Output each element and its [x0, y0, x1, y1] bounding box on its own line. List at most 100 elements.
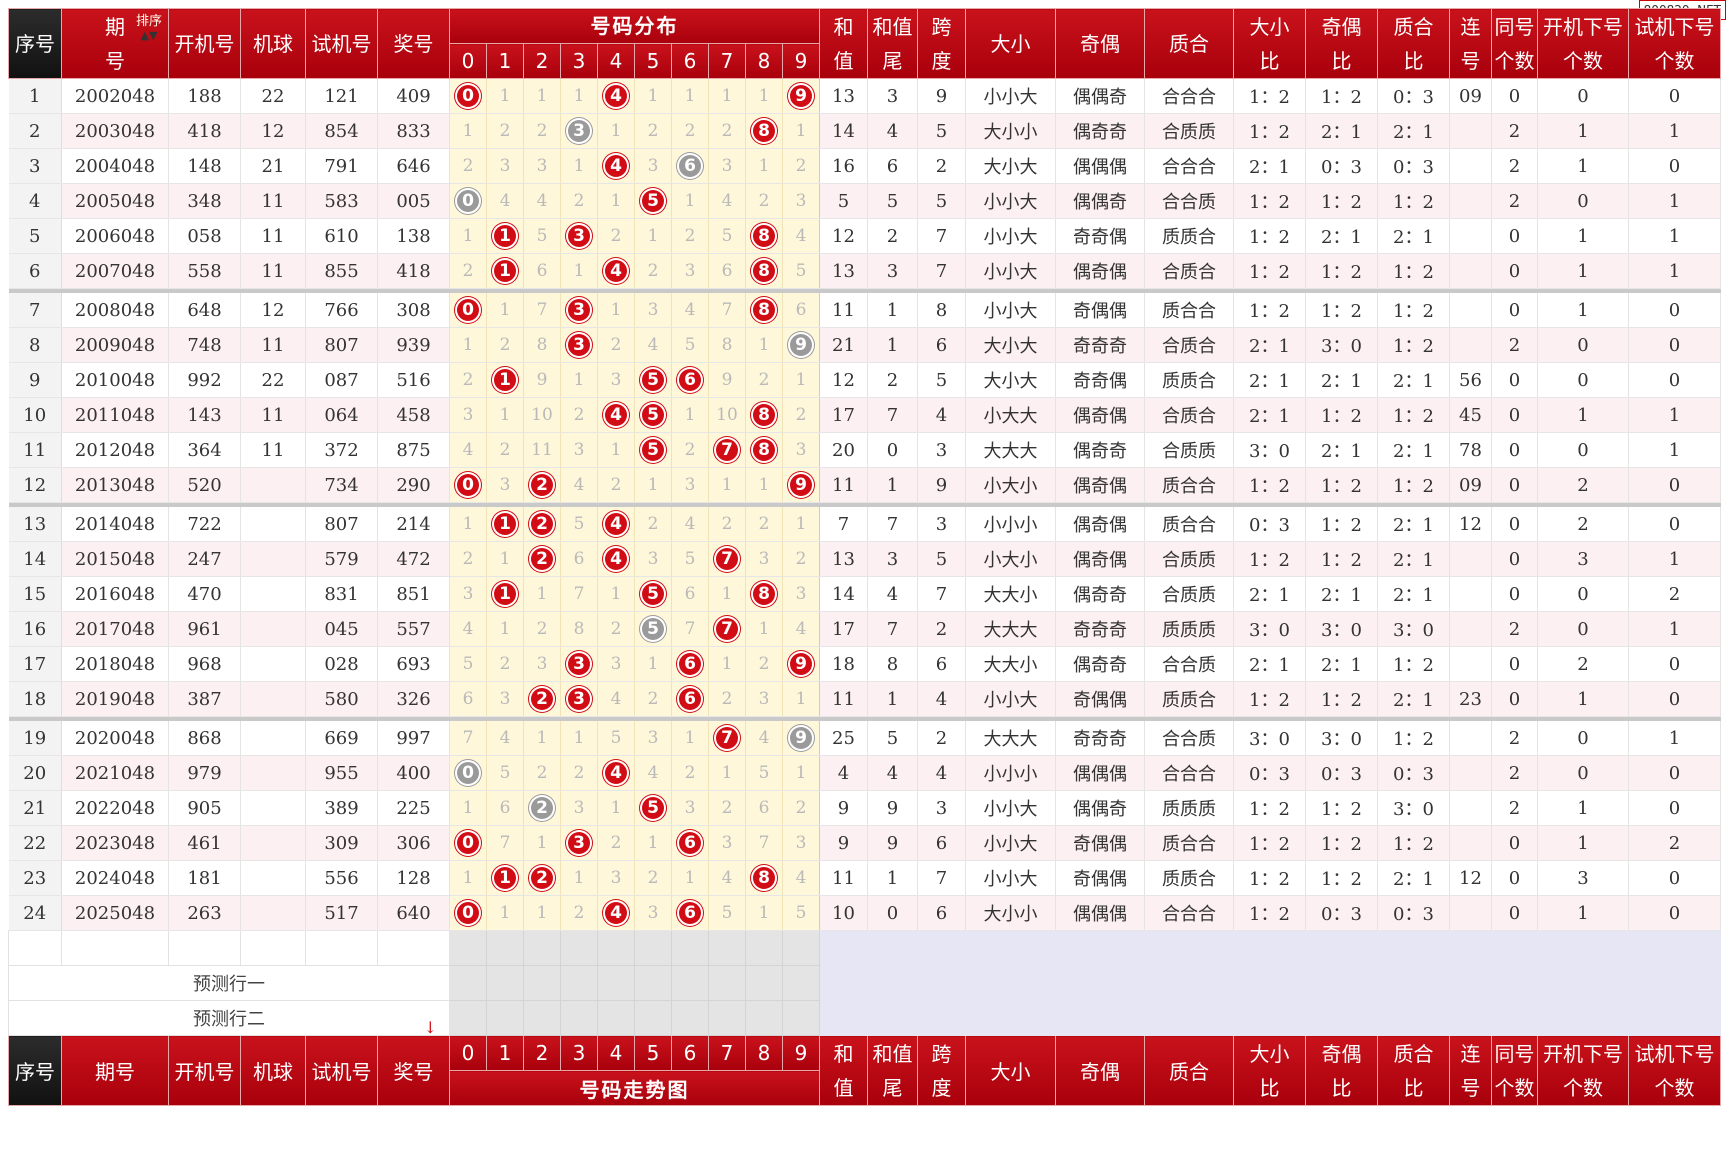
predict-digit-cell[interactable] — [671, 965, 709, 1001]
table-row[interactable]: 15 2016048 470 831 851 3 1 1 7 1 5 6 1 8 3 14 4 7 大大小 偶奇奇 合质… — [8, 576, 1721, 612]
predict-digit-cell[interactable] — [745, 965, 783, 1001]
sort-toggle[interactable]: 排序 ▲▼ — [136, 15, 162, 43]
row-consecutive: 45 — [1449, 397, 1492, 433]
row-test-down-count: 0 — [1628, 362, 1721, 398]
winning-number-ball: 2 — [529, 511, 555, 537]
header-digit-1: 1 — [486, 43, 524, 79]
predict-digit-cell[interactable] — [745, 930, 783, 966]
predict-digit-cell[interactable] — [782, 1000, 820, 1036]
table-row[interactable]: 14 2015048 247 579 472 2 1 2 6 4 3 5 7 3 2 13 3 5 小大小 偶奇偶 合质… — [8, 541, 1721, 577]
dist-cell-4: 4 — [597, 755, 635, 791]
predict-digit-cell[interactable] — [523, 1000, 561, 1036]
predict-digit-cell[interactable] — [671, 1000, 709, 1036]
predict-digit-cell[interactable] — [486, 930, 524, 966]
col-primeratio-header: 质合比 — [1377, 8, 1450, 79]
table-row[interactable]: 1 2002048 188 22 121 409 0 1 1 1 4 1 1 1 1 9 13 3 9 小小大 偶偶奇合… — [8, 78, 1721, 114]
dist-cell-1: 2 — [486, 113, 524, 149]
predict-digit-cell[interactable] — [449, 930, 487, 966]
predict-digit-cell[interactable] — [560, 930, 598, 966]
row-test-down-count: 1 — [1628, 253, 1721, 289]
predict-digit-cell[interactable] — [486, 1000, 524, 1036]
col-period-header[interactable]: 期 号 排序 ▲▼ — [61, 8, 169, 79]
row-open-number: 648 — [168, 293, 241, 328]
table-row[interactable]: 18 2019048 387 580 326 6 3 2 3 4 2 6 2 3 1 11 1 4 小小大 奇偶偶 质质… — [8, 681, 1721, 717]
row-size: 大小大 — [965, 362, 1056, 398]
dist-cell-6: 6 — [671, 895, 709, 931]
opendown-label-b: 个数 — [1563, 1075, 1603, 1100]
row-open-down-count: 1 — [1537, 397, 1629, 433]
footer-testdown-header: 试机下号 个数 — [1628, 1035, 1721, 1106]
predict-digit-cell[interactable] — [597, 965, 635, 1001]
row-consecutive: 09 — [1449, 467, 1492, 503]
predict-digit-cell[interactable] — [523, 965, 561, 1001]
dist-cell-0: 3 — [449, 576, 487, 612]
row-odd-even: 奇偶偶 — [1055, 860, 1145, 896]
table-row[interactable]: 11 2012048 364 11 372 875 4 2 11 3 1 5 2 7 8 3 20 0 3 大大大 偶奇… — [8, 432, 1721, 468]
winning-number-ball: 5 — [640, 188, 666, 214]
row-machine-ball: 11 — [240, 432, 306, 468]
predict-digit-cell[interactable] — [449, 965, 487, 1001]
table-row[interactable]: 23 2024048 181 556 128 1 1 2 1 3 2 1 4 8 4 11 1 7 小小大 奇偶偶 质质… — [8, 860, 1721, 896]
table-row[interactable]: 22 2023048 461 309 306 0 7 1 3 2 1 6 3 7 3 9 9 6 小小大 奇偶偶 质合合… — [8, 825, 1721, 861]
row-consecutive — [1449, 721, 1492, 756]
dist-cell-8: 1 — [745, 467, 783, 503]
row-prime-ratio: 1：2 — [1377, 293, 1450, 328]
table-row[interactable]: 13 2014048 722 807 214 1 1 2 5 4 2 4 2 2 1 7 7 3 小小小 偶奇偶 质合合… — [8, 507, 1721, 542]
predict-digit-cell[interactable] — [560, 1000, 598, 1036]
table-row[interactable]: 16 2017048 961 045 557 4 1 2 8 2 5 7 7 1 4 17 7 2 大大大 奇奇奇 质质… — [8, 611, 1721, 647]
row-same-count: 2 — [1491, 790, 1538, 826]
table-row[interactable]: 9 2010048 992 22 087 516 2 1 9 1 3 5 6 9 2 1 12 2 5 大小大 奇奇偶质… — [8, 362, 1721, 398]
table-row[interactable]: 24 2025048 263 517 640 0 1 1 2 4 3 6 5 1 5 10 0 6 大小小 偶偶偶 合合… — [8, 895, 1721, 931]
predict-digit-cell[interactable] — [671, 930, 709, 966]
row-test-down-count: 2 — [1628, 576, 1721, 612]
predict-digit-cell[interactable] — [597, 930, 635, 966]
table-row[interactable]: 7 2008048 648 12 766 308 0 1 7 3 1 3 4 7 8 6 11 1 8 小小大 奇偶偶质… — [8, 293, 1721, 328]
row-open-number: 418 — [168, 113, 241, 149]
predict-digit-cell[interactable] — [449, 1000, 487, 1036]
row-period: 2023048 — [61, 825, 169, 861]
table-row[interactable]: 3 2004048 148 21 791 646 2 3 3 1 4 3 6 3 1 2 16 6 2 大小大 偶偶偶合… — [8, 148, 1721, 184]
row-sum-tail: 3 — [867, 541, 918, 577]
table-row[interactable]: 10 2011048 143 11 064 458 3 1 10 2 4 5 1 10 8 2 17 7 4 小大大偶… — [8, 397, 1721, 433]
repeat-number-ball: 2 — [529, 795, 555, 821]
row-sum: 17 — [819, 397, 868, 433]
row-test-down-count: 1 — [1628, 611, 1721, 647]
winning-number-ball: 9 — [788, 472, 814, 498]
predict-digit-cell[interactable] — [745, 1000, 783, 1036]
table-row[interactable]: 4 2005048 348 11 583 005 0 4 4 2 1 5 1 4 2 3 5 5 5 小小大 偶偶奇 合合… — [8, 183, 1721, 219]
table-row[interactable]: 8 2009048 748 11 807 939 1 2 8 3 2 4 5 8 1 9 21 1 6 大小大 奇奇奇合… — [8, 327, 1721, 363]
dist-cell-8: 1 — [745, 327, 783, 363]
predict-digit-cell[interactable] — [634, 930, 672, 966]
table-row[interactable]: 17 2018048 968 028 693 5 2 3 3 3 1 6 1 2 9 18 8 6 大大小 偶奇奇 合合… — [8, 646, 1721, 682]
footer-oddeven-header: 奇偶 — [1055, 1035, 1145, 1106]
table-row[interactable]: 20 2021048 979 955 400 0 5 2 2 4 4 2 1 5 1 4 4 4 小小小 偶偶偶 合合合… — [8, 755, 1721, 791]
row-size: 小小大 — [965, 825, 1056, 861]
table-row[interactable]: 19 2020048 868 669 997 7 4 1 1 5 3 1 7 4 9 25 5 2 大大大 奇奇奇 合合… — [8, 721, 1721, 756]
predict-digit-cell[interactable] — [708, 965, 746, 1001]
row-same-count: 0 — [1491, 507, 1538, 542]
table-row[interactable]: 2 2003048 418 12 854 833 1 2 2 3 1 2 2 2 8 1 14 4 5 大小小 偶奇奇合… — [8, 113, 1721, 149]
row-test-number: 766 — [305, 293, 378, 328]
arrow-down-icon[interactable]: ↓ — [423, 1018, 437, 1036]
row-consecutive — [1449, 576, 1492, 612]
row-odd-even: 偶奇偶 — [1055, 507, 1145, 542]
table-row[interactable]: 12 2013048 520 734 290 0 3 2 4 2 1 3 1 1 9 11 1 9 小大小 偶奇偶 质合… — [8, 467, 1721, 503]
table-row[interactable]: 5 2006048 058 11 610 138 1 1 5 3 2 1 2 5 8 4 12 2 7 小小大 奇奇偶质… — [8, 218, 1721, 254]
predict-digit-cell[interactable] — [486, 965, 524, 1001]
dist-cell-3: 8 — [560, 611, 598, 647]
predict-digit-cell[interactable] — [708, 1000, 746, 1036]
winning-number-ball: 7 — [714, 616, 740, 642]
predict-digit-cell[interactable] — [634, 965, 672, 1001]
predict-digit-cell[interactable] — [634, 1000, 672, 1036]
predict-digit-cell[interactable] — [597, 1000, 635, 1036]
predict-digit-cell[interactable] — [560, 965, 598, 1001]
row-seq: 1 — [8, 78, 62, 114]
predict-digit-cell[interactable] — [523, 930, 561, 966]
predict-digit-cell[interactable] — [782, 965, 820, 1001]
table-row[interactable]: 21 2022048 905 389 225 1 6 2 3 1 5 3 2 6 2 9 9 3 小小大 偶偶奇 质质质… — [8, 790, 1721, 826]
sumtail-label-b: 尾 — [882, 48, 903, 73]
predict-digit-cell[interactable] — [782, 930, 820, 966]
dist-cell-0: 1 — [449, 507, 487, 542]
table-row[interactable]: 6 2007048 558 11 855 418 2 1 6 1 4 2 3 6 8 5 13 3 7 小小大 偶奇偶合… — [8, 253, 1721, 289]
predict-digit-cell[interactable] — [708, 930, 746, 966]
